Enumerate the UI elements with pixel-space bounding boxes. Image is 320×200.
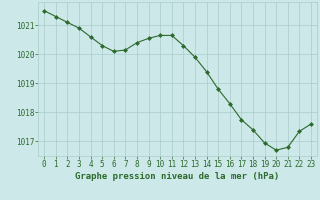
X-axis label: Graphe pression niveau de la mer (hPa): Graphe pression niveau de la mer (hPa) xyxy=(76,172,280,181)
